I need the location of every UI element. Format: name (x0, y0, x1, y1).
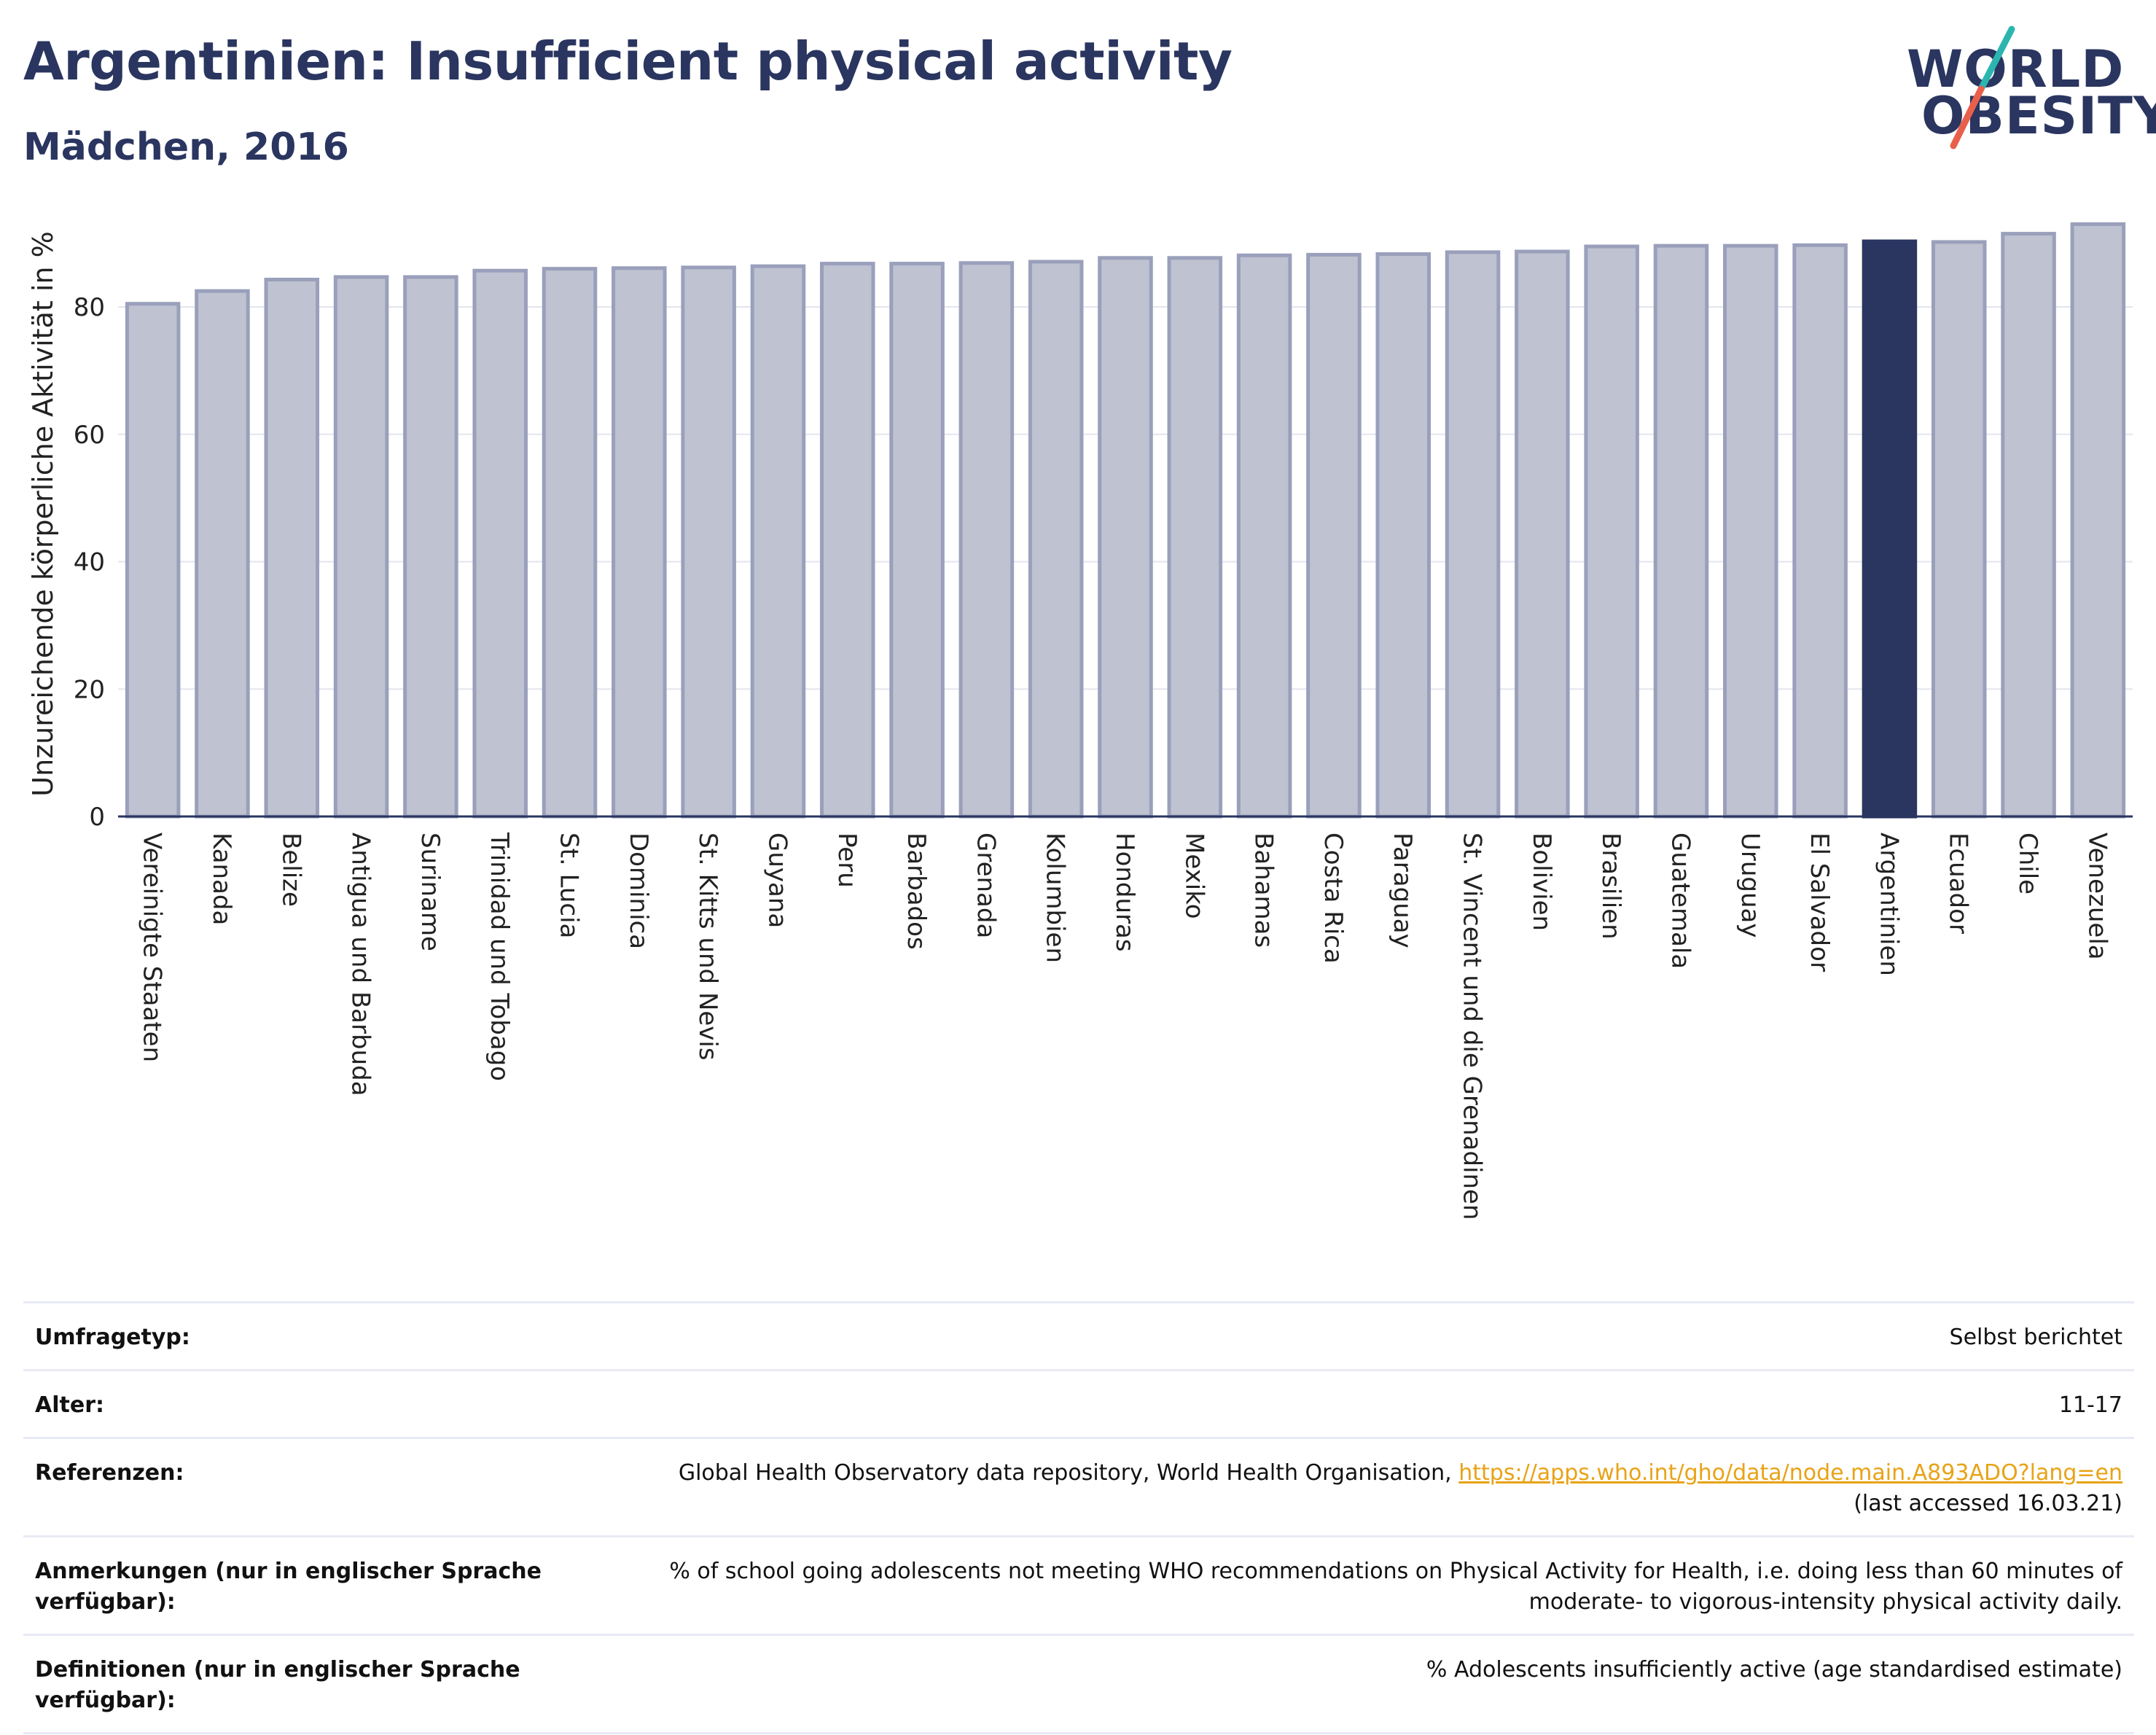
bar (1378, 254, 1429, 816)
x-tick-label: Antigua und Barbuda (346, 833, 375, 1096)
info-value: 11-17 (589, 1390, 2122, 1421)
y-axis-label: Unzureichende körperliche Aktivität in % (27, 231, 59, 796)
bar-chart: 0 20 40 60 80 Unzureichende körperliche Aktiv… (0, 0, 2156, 1298)
x-tick-label: Ecuador (1944, 833, 1973, 934)
bar (614, 268, 665, 816)
bar (1517, 252, 1569, 816)
y-tick-label: 60 (74, 421, 105, 450)
x-tick-label: Dominica (624, 833, 653, 949)
info-key: Anmerkungen (nur in englischer Sprache v… (35, 1556, 589, 1618)
y-tick-label: 0 (89, 803, 105, 832)
x-tick-label: Belize (276, 833, 305, 907)
bar (961, 263, 1012, 816)
y-tick-label: 20 (74, 675, 105, 704)
x-tick-label: Guatemala (1665, 833, 1695, 969)
x-tick-label: St. Kitts und Nevis (693, 833, 722, 1061)
bar (1794, 245, 1846, 816)
y-tick-label: 80 (74, 293, 105, 322)
bar (891, 264, 943, 816)
info-value-container: Global Health Observatory data repositor… (589, 1458, 2122, 1519)
x-tick-label: Peru (832, 833, 862, 888)
info-value: % of school going adolescents not meetin… (589, 1556, 2122, 1618)
bar (1447, 252, 1499, 816)
x-tick-label: Barbados (902, 833, 931, 950)
info-row-age: Alter: 11-17 (23, 1369, 2134, 1437)
info-row-survey-type: Umfragetyp: Selbst berichtet (23, 1301, 2134, 1369)
y-tick-label: 40 (74, 548, 105, 577)
bar (1030, 262, 1082, 816)
x-tick-label: Vereinigte Staaten (138, 833, 167, 1062)
bar (1238, 255, 1290, 816)
info-value: % Adolescents insufficiently active (age… (589, 1655, 2122, 1716)
info-value: Selbst berichtet (589, 1322, 2122, 1353)
x-tick-label: Kanada (207, 833, 236, 925)
x-tick-label: Paraguay (1388, 833, 1417, 948)
x-tick-label: Trinidad und Tobago (485, 832, 514, 1081)
x-tick-label: St. Lucia (555, 833, 584, 938)
bar (1933, 242, 1985, 816)
info-row-notes: Anmerkungen (nur in englischer Sprache v… (23, 1535, 2134, 1634)
x-tick-label: Venezuela (2082, 833, 2112, 960)
bar (1725, 246, 1777, 816)
x-tick-label: Suriname (415, 833, 445, 951)
bar (1169, 258, 1221, 816)
x-tick-label: St. Vincent und die Grenadinen (1458, 833, 1487, 1220)
bar (1100, 258, 1152, 816)
x-tick-label: Brasilien (1596, 833, 1625, 940)
bar (335, 277, 387, 816)
x-tick-label: Bahamas (1249, 833, 1278, 948)
bar (266, 279, 318, 816)
x-tick-label: Kolumbien (1041, 833, 1070, 963)
info-table: Umfragetyp: Selbst berichtet Alter: 11-1… (23, 1301, 2134, 1734)
bar (1586, 246, 1638, 816)
bar (127, 304, 179, 816)
bar (2003, 234, 2055, 816)
info-row-references: Referenzen: Global Health Observatory da… (23, 1437, 2134, 1535)
bar (821, 264, 873, 816)
bar (1308, 254, 1360, 816)
bar (197, 291, 249, 816)
info-value-accessed: (last accessed 16.03.21) (1854, 1491, 2122, 1516)
bar (2072, 224, 2124, 816)
x-tick-label: Guyana (762, 833, 792, 928)
bar (683, 268, 735, 816)
bar (1864, 241, 1915, 816)
info-value: Global Health Observatory data repositor… (679, 1460, 1452, 1486)
info-key: Referenzen: (35, 1458, 589, 1519)
x-tick-label: Uruguay (1735, 833, 1765, 938)
bar (405, 277, 457, 816)
reference-link[interactable]: https://apps.who.int/gho/data/node.main.… (1458, 1460, 2122, 1486)
x-tick-label: Argentinien (1874, 833, 1903, 976)
x-tick-label: Chile (2013, 833, 2042, 894)
info-key: Alter: (35, 1390, 589, 1421)
x-tick-label: Costa Rica (1319, 833, 1348, 964)
x-tick-label: Honduras (1110, 833, 1139, 952)
x-tick-label: Mexiko (1179, 833, 1208, 919)
x-tick-label: El Salvador (1805, 833, 1834, 972)
x-tick-label: Bolivien (1527, 833, 1556, 931)
bar (544, 269, 595, 816)
info-row-definitions: Definitionen (nur in englischer Sprache … (23, 1634, 2134, 1734)
info-key: Umfragetyp: (35, 1322, 589, 1353)
bar (752, 266, 804, 816)
x-tick-label: Grenada (971, 833, 1000, 938)
bar (1655, 246, 1707, 816)
bar (474, 270, 526, 816)
info-key: Definitionen (nur in englischer Sprache … (35, 1655, 589, 1716)
